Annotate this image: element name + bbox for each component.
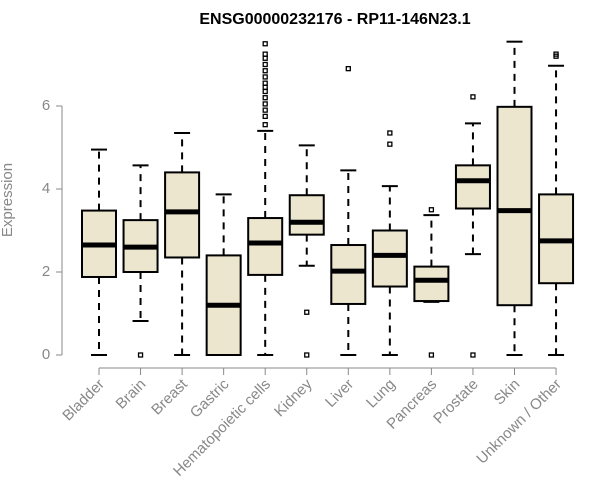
- box-iqr: [496, 105, 533, 307]
- outlier-point: [262, 68, 268, 74]
- box-iqr: [288, 194, 325, 236]
- x-tick-label: Breast: [148, 375, 191, 418]
- box-lung: [371, 130, 408, 356]
- box-iqr: [330, 244, 367, 305]
- outlier-point: [262, 95, 268, 101]
- outlier-point: [387, 130, 393, 136]
- box-iqr: [454, 164, 491, 210]
- box-liver: [330, 66, 367, 356]
- outlier-point: [262, 74, 268, 80]
- box-brain: [122, 164, 159, 358]
- x-tick-label: Kidney: [271, 375, 316, 420]
- y-tick-label: 6: [42, 97, 50, 114]
- outlier-point: [262, 88, 268, 95]
- outlier-point: [262, 101, 268, 107]
- box-iqr: [413, 265, 450, 303]
- outlier-point: [470, 352, 476, 358]
- box-unknown-other: [538, 51, 575, 356]
- x-tick-label: Lung: [363, 376, 399, 412]
- outlier-point: [262, 122, 268, 128]
- outlier-point: [428, 207, 435, 213]
- outlier-point: [262, 51, 268, 57]
- box-skin: [496, 40, 533, 356]
- box-breast: [164, 131, 201, 356]
- y-tick-label: 4: [42, 180, 50, 197]
- outlier-point: [262, 41, 268, 47]
- box-iqr: [371, 229, 408, 288]
- x-tick-label: Liver: [322, 376, 357, 411]
- box-pancreas: [413, 207, 450, 358]
- outlier-point: [137, 352, 144, 358]
- outlier-point: [345, 66, 351, 72]
- outlier-point: [262, 113, 268, 120]
- boxes: [81, 40, 575, 358]
- x-tick-label: Bladder: [59, 376, 108, 425]
- outlier-point: [387, 141, 393, 147]
- box-kidney: [288, 144, 325, 358]
- outlier-point: [262, 107, 268, 113]
- chart-title: ENSG00000232176 - RP11-146N23.1: [199, 11, 470, 28]
- y-axis-label: Expression: [0, 163, 16, 237]
- outlier-point: [304, 309, 310, 315]
- outlier-point: [470, 94, 476, 100]
- box-gastric: [205, 193, 242, 356]
- outlier-point: [428, 352, 435, 358]
- x-tick-label: Brain: [113, 376, 150, 413]
- box-iqr: [164, 171, 201, 259]
- outlier-point: [262, 61, 268, 68]
- outlier-point: [553, 51, 559, 57]
- box-hematopoietic-cells: [247, 41, 284, 356]
- box-bladder: [81, 148, 117, 356]
- outlier-point: [262, 84, 268, 90]
- box-iqr: [247, 217, 284, 276]
- outlier-point: [262, 80, 268, 86]
- box-prostate: [454, 94, 491, 358]
- outlier-point: [262, 55, 268, 61]
- y-tick-label: 2: [42, 263, 50, 280]
- x-tick-label: Skin: [491, 376, 524, 409]
- outlier-point: [304, 352, 310, 358]
- x-tick-label: Prostate: [430, 376, 482, 428]
- y-tick-label: 0: [42, 346, 50, 363]
